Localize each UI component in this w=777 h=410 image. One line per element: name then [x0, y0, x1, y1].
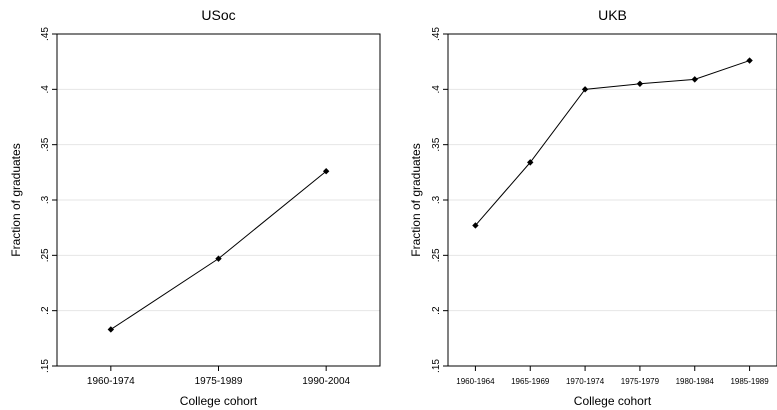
y-tick-label: .25: [40, 248, 51, 262]
data-point: [746, 57, 753, 64]
x-axis-label: College cohort: [180, 394, 258, 408]
series-line: [110, 170, 327, 330]
y-tick-label: .45: [431, 27, 442, 41]
series-line: [475, 60, 750, 226]
y-axis-label: Fraction of graduates: [409, 143, 423, 256]
x-tick-label: 1990-2004: [302, 376, 350, 387]
x-tick-label: 1980-1984: [676, 377, 715, 386]
x-tick-label: 1985-1989: [730, 377, 769, 386]
x-tick-label: 1965-1969: [511, 377, 550, 386]
data-point: [636, 80, 644, 87]
x-axis-label: College cohort: [574, 394, 652, 408]
data-point: [527, 159, 534, 166]
y-tick-label: .2: [431, 306, 442, 315]
chart-title: USoc: [201, 7, 235, 23]
y-tick-label: .45: [40, 27, 51, 41]
y-tick-label: .35: [40, 137, 51, 151]
y-tick-label: .4: [40, 85, 51, 94]
y-tick-label: .3: [431, 195, 442, 204]
y-tick-label: .25: [431, 248, 442, 262]
chart-title: UKB: [598, 7, 627, 23]
y-axis-label: Fraction of graduates: [9, 143, 23, 256]
x-tick-label: 1960-1964: [456, 377, 495, 386]
y-tick-label: .2: [40, 306, 51, 315]
data-point: [107, 326, 115, 333]
panel-ukb: .15 .2 .25 .3 .35 .4 .45 1960-1964 1965-1969 1970…: [409, 7, 777, 408]
data-point: [472, 222, 479, 229]
x-tick-label: 1970-1974: [566, 377, 605, 386]
x-tick-label: 1975-1979: [621, 377, 660, 386]
y-tick-label: .15: [431, 359, 442, 373]
y-tick-label: .3: [40, 195, 51, 204]
panel-usoc: .15 .2 .25 .3 .35 .4 .45 1960-1974 1975-1989 1990…: [9, 7, 381, 408]
x-tick-label: 1960-1974: [87, 376, 135, 387]
data-point: [691, 76, 698, 83]
y-tick-label: .4: [431, 85, 442, 94]
data-point: [322, 168, 330, 175]
data-point: [581, 86, 589, 93]
data-point: [215, 255, 222, 262]
y-tick-label: .15: [40, 359, 51, 373]
x-tick-label: 1975-1989: [195, 376, 243, 387]
y-tick-label: .35: [431, 137, 442, 151]
